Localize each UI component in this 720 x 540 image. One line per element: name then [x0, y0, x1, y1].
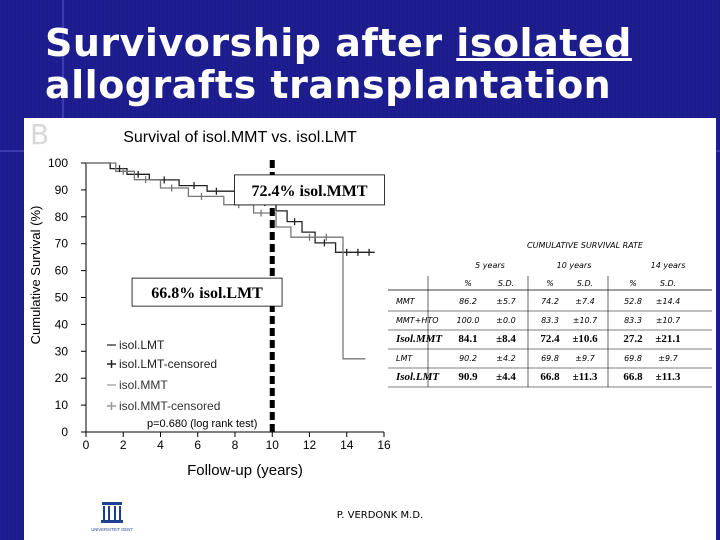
legend-item-mmt-censored: isol.MMT-censored — [107, 399, 220, 413]
y-tick-label: 100 — [48, 156, 68, 170]
table-cell: ±11.3 — [573, 371, 598, 383]
table-cell: 66.8 — [540, 371, 560, 383]
table-cell: 69.8 — [624, 354, 642, 363]
table-cell: 90.2 — [459, 354, 477, 363]
x-tick-label: 2 — [120, 438, 127, 452]
table-cell: ±21.1 — [655, 333, 680, 345]
p-value-text: p=0.680 (log rank test) — [147, 418, 257, 430]
table-cell: ±9.7 — [575, 354, 595, 363]
legend-item-mmt: isol.MMT — [107, 378, 168, 392]
annotations-group: 72.4% isol.MMT 66.8% isol.LMT — [131, 174, 385, 307]
table-subheader: S.D. — [577, 279, 593, 288]
table-subheader: S.D. — [660, 279, 676, 288]
y-tick-label: 90 — [55, 183, 69, 197]
table-cell: 27.2 — [623, 333, 643, 345]
table-cell: 72.4 — [540, 333, 560, 345]
title-line2: allografts transplantation — [45, 63, 612, 107]
university-logo: UNIVERSITEIT GENT — [88, 498, 136, 540]
table-subheader: % — [464, 279, 472, 288]
survival-rate-table: CUMULATIVE SURVIVAL RATE 5 years 10 years 1… — [388, 241, 712, 388]
y-tick-label: 40 — [55, 317, 69, 331]
table-cell: ±4.2 — [496, 354, 515, 363]
x-tick-label: 10 — [266, 438, 280, 452]
table-group-header: 5 years — [475, 261, 505, 270]
table-row-label: LMT — [396, 354, 413, 363]
title-part1: Survivorship after — [45, 21, 457, 65]
x-tick-label: 8 — [232, 438, 239, 452]
table-cell: ±10.7 — [573, 316, 598, 325]
table-cell: ±11.3 — [656, 371, 681, 383]
table-row-label: MMT+HTO — [396, 316, 439, 325]
x-tick-label: 12 — [303, 438, 317, 452]
table-subheader: S.D. — [498, 279, 514, 288]
x-tick-label: 14 — [340, 438, 354, 452]
y-tick-label: 60 — [55, 264, 69, 278]
author-credit: P. VERDONK M.D. — [336, 510, 424, 521]
y-tick-label: 70 — [55, 237, 69, 251]
table-cell: ±10.7 — [656, 316, 681, 325]
annotation-label: 66.8% isol.LMT — [151, 285, 263, 302]
annotation-label: 72.4% isol.MMT — [252, 183, 368, 200]
panel-letter: B — [30, 118, 50, 151]
y-tick-label: 20 — [55, 371, 69, 385]
y-tick-label: 0 — [61, 425, 68, 439]
x-tick-label: 6 — [194, 438, 201, 452]
legend-label-mmt: isol.MMT — [119, 378, 168, 392]
legend-label-lmt-censored: isol.LMT-censored — [119, 357, 217, 371]
table-cell: ±14.4 — [656, 297, 681, 306]
table-group-header: 14 years — [651, 261, 686, 270]
y-tick-label: 10 — [55, 398, 69, 412]
table-cell: ±4.4 — [496, 371, 516, 383]
table-row-label: Isol.MMT — [395, 333, 443, 345]
x-tick-label: 0 — [83, 438, 90, 452]
table-cell: ±7.4 — [575, 297, 594, 306]
table-cell: 69.8 — [541, 354, 559, 363]
y-tick-label: 30 — [55, 344, 69, 358]
table-cell: ±9.7 — [658, 354, 678, 363]
logo-text: UNIVERSITEIT GENT — [91, 527, 133, 532]
table-cell: ±8.4 — [496, 333, 516, 345]
slide-title: Survivorship after isolated allografts t… — [45, 22, 665, 106]
series-line-isolmmt — [86, 162, 366, 360]
table-cell: 84.1 — [458, 333, 477, 345]
table-cell: ±5.7 — [496, 297, 516, 306]
table-cell: 86.2 — [459, 297, 477, 306]
table-cell: ±0.0 — [496, 316, 515, 325]
legend-item-lmt-censored: isol.LMT-censored — [107, 357, 217, 371]
table-subheader: % — [546, 279, 554, 288]
table-cell: 100.0 — [457, 316, 480, 325]
table-row-label: MMT — [396, 297, 416, 306]
table-cell: 74.2 — [541, 297, 559, 306]
table-cell: 83.3 — [624, 316, 642, 325]
x-tick-label: 4 — [157, 438, 164, 452]
y-axis-label: Cumulative Survival (%) — [28, 206, 43, 345]
footer-band — [24, 496, 716, 540]
legend-label-mmt-censored: isol.MMT-censored — [119, 399, 220, 413]
table-title: CUMULATIVE SURVIVAL RATE — [527, 241, 644, 250]
table-cell: 90.9 — [458, 371, 478, 383]
table-group-header: 10 years — [557, 261, 592, 270]
axes-group: 0 10 20 30 40 50 60 70 80 90 100 0 2 4 6 8 10 12 14 16 — [48, 156, 391, 452]
table-cell: ±10.6 — [572, 333, 598, 345]
title-underlined: isolated — [456, 21, 632, 65]
legend-item-lmt: isol.LMT — [107, 338, 165, 352]
table-subheader: % — [629, 279, 637, 288]
x-axis-label: Follow-up (years) — [187, 462, 303, 479]
table-cell: 52.8 — [624, 297, 642, 306]
chart-title: Survival of isol.MMT vs. isol.LMT — [123, 129, 357, 146]
annotation-box — [234, 174, 385, 206]
table-cell: 66.8 — [623, 371, 643, 383]
legend-label-lmt: isol.LMT — [119, 338, 165, 352]
table-cell: 83.3 — [541, 316, 559, 325]
y-tick-label: 80 — [55, 210, 69, 224]
y-tick-label: 50 — [55, 291, 69, 305]
table-row-label: Isol.LMT — [395, 371, 440, 383]
chart-legend: isol.LMT isol.LMT-censored isol.MMT isol… — [107, 338, 220, 413]
x-tick-label: 16 — [377, 438, 391, 452]
annotation-box — [131, 277, 283, 307]
